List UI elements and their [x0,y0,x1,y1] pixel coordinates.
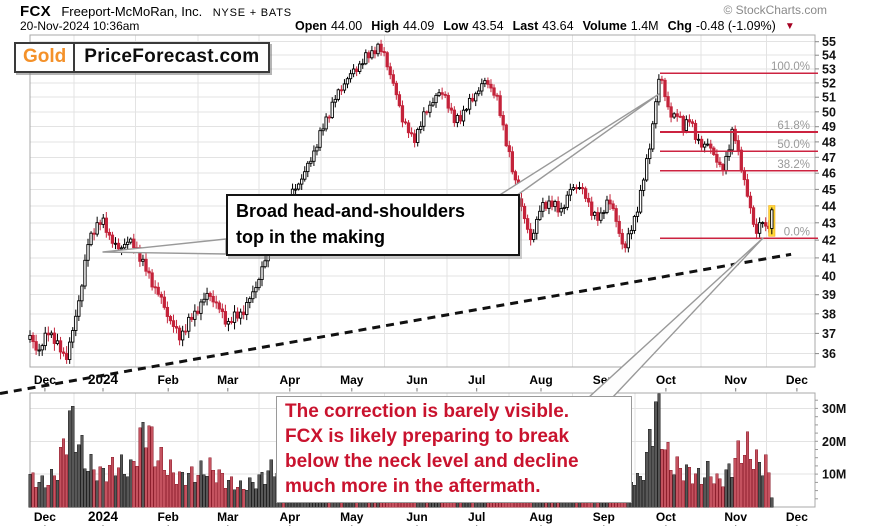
chart-header: FCX Freeport-McMoRan, Inc. NYSE + BATS [20,3,292,21]
logo-priceforecast-text: PriceForecast.com [84,46,260,67]
svg-text:May: May [340,373,364,387]
svg-text:Dec: Dec [786,373,808,387]
svg-text:37: 37 [822,327,836,341]
svg-text:46: 46 [822,167,836,181]
last-value: 43.64 [542,19,574,33]
fib-label: 61.8% [777,120,810,132]
company-name: Freeport-McMoRan, Inc. [61,4,203,19]
svg-text:39: 39 [822,288,836,302]
svg-text:Oct: Oct [656,510,676,524]
stockcharts-copyright: © StockCharts.com [723,3,827,17]
svg-text:Nov: Nov [724,373,747,387]
volume-label: Volume [582,19,627,33]
svg-text:55: 55 [822,35,836,49]
svg-text:41: 41 [822,251,836,265]
svg-text:53: 53 [822,62,836,76]
svg-text:Feb: Feb [158,373,179,387]
head-and-shoulders-annotation: Broad head-and-shoulders top in the maki… [226,194,520,256]
svg-text:47: 47 [822,151,836,165]
svg-text:43: 43 [822,216,836,230]
svg-text:52: 52 [822,76,836,90]
low-value: 43.54 [472,19,504,33]
goldpriceforecast-logo: Gold PriceForecast.com [14,42,271,73]
high-label: High [371,19,400,33]
svg-text:Dec: Dec [786,510,808,524]
correction-annotation: The correction is barely visible. FCX is… [276,396,632,503]
chg-value: -0.48 (-1.09%) [695,19,776,33]
fib-label: 100.0% [771,61,810,73]
open-value: 44.00 [330,19,363,33]
svg-text:Dec: Dec [34,510,56,524]
high-value: 44.09 [403,19,435,33]
svg-text:44: 44 [822,199,836,213]
chart-datetime: 20-Nov-2024 10:36am [20,19,140,33]
svg-text:40: 40 [822,270,836,284]
svg-text:Oct: Oct [656,373,676,387]
svg-text:20M: 20M [822,435,846,449]
svg-text:Dec: Dec [34,373,56,387]
fib-label: 50.0% [777,139,810,151]
fib-label: 38.2% [777,159,810,171]
svg-text:10M: 10M [822,468,846,482]
ticker-symbol: FCX [20,3,51,20]
month-axis-price: Dec 2024 Feb Mar Apr May Jun Jul Aug Sep Oct Nov Dec [34,372,808,392]
svg-text:Aug: Aug [529,373,552,387]
svg-text:45: 45 [822,183,836,197]
svg-text:Feb: Feb [158,510,179,524]
svg-text:54: 54 [822,49,836,63]
open-label: Open [295,19,327,33]
svg-text:Sep: Sep [593,510,615,524]
svg-text:Nov: Nov [724,510,747,524]
volume-value: 1.4M [630,19,659,33]
svg-text:42: 42 [822,234,836,248]
logo-gold-text: Gold [16,44,76,71]
low-label: Low [443,19,469,33]
svg-text:Apr: Apr [279,373,300,387]
svg-text:2024: 2024 [88,509,119,524]
svg-text:Mar: Mar [217,373,239,387]
quote-summary: Open 44.00 High 44.09 Low 43.54 Last 43.64 Volum… [295,19,795,33]
candlesticks [28,39,776,364]
fibonacci-retracement: 100.0% 61.8% 50.0% 38.2% 0.0% [660,61,818,240]
chg-label: Chg [667,19,692,33]
svg-text:Jun: Jun [406,373,427,387]
svg-text:Aug: Aug [529,510,552,524]
svg-text:2024: 2024 [88,372,119,387]
svg-text:36: 36 [822,347,836,361]
svg-text:51: 51 [822,91,836,105]
exchange-label: NYSE + BATS [212,7,292,19]
volume-axis-labels: 10M 20M 30M [815,399,846,500]
svg-text:38: 38 [822,307,836,321]
svg-text:Mar: Mar [217,510,239,524]
svg-text:30M: 30M [822,402,846,416]
change-down-arrow-icon: ▼ [784,21,795,32]
svg-text:Jun: Jun [406,510,427,524]
month-axis-volume: Dec 2024 Feb Mar Apr May Jun Jul Aug Sep Oct Nov Dec [34,509,808,526]
svg-text:Jul: Jul [468,510,485,524]
svg-text:Jul: Jul [468,373,485,387]
svg-text:48: 48 [822,135,836,149]
svg-text:Apr: Apr [279,510,300,524]
last-label: Last [512,19,539,33]
svg-text:50: 50 [822,105,836,119]
fib-label: 0.0% [784,226,810,238]
svg-text:49: 49 [822,120,836,134]
support-trendline [0,252,792,395]
svg-text:May: May [340,510,364,524]
